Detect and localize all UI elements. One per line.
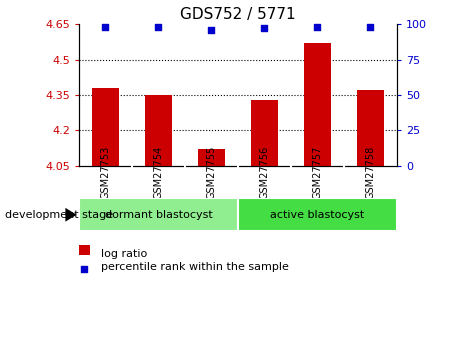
Point <box>155 24 162 30</box>
Text: GSM27753: GSM27753 <box>101 146 110 199</box>
Text: dormant blastocyst: dormant blastocyst <box>105 210 212 220</box>
Text: active blastocyst: active blastocyst <box>270 210 364 220</box>
Bar <box>145 95 172 166</box>
Bar <box>92 88 119 166</box>
Bar <box>251 100 278 166</box>
Title: GDS752 / 5771: GDS752 / 5771 <box>180 7 296 22</box>
Bar <box>238 198 397 231</box>
Bar <box>79 198 238 231</box>
Point <box>81 266 88 272</box>
Text: log ratio: log ratio <box>101 249 148 258</box>
Bar <box>357 90 384 166</box>
Text: percentile rank within the sample: percentile rank within the sample <box>101 263 290 272</box>
Text: GSM27757: GSM27757 <box>313 146 322 199</box>
Point <box>102 24 109 30</box>
Point <box>261 26 268 31</box>
Bar <box>304 43 331 166</box>
Point <box>367 24 374 30</box>
Polygon shape <box>65 208 77 221</box>
Text: GSM27756: GSM27756 <box>259 146 269 199</box>
Text: GSM27754: GSM27754 <box>153 146 163 199</box>
Text: GSM27755: GSM27755 <box>207 146 216 199</box>
Bar <box>198 149 225 166</box>
Point <box>314 24 321 30</box>
Text: GSM27758: GSM27758 <box>365 146 375 199</box>
Text: development stage: development stage <box>5 210 113 220</box>
Point <box>208 27 215 32</box>
Bar <box>79 245 90 255</box>
